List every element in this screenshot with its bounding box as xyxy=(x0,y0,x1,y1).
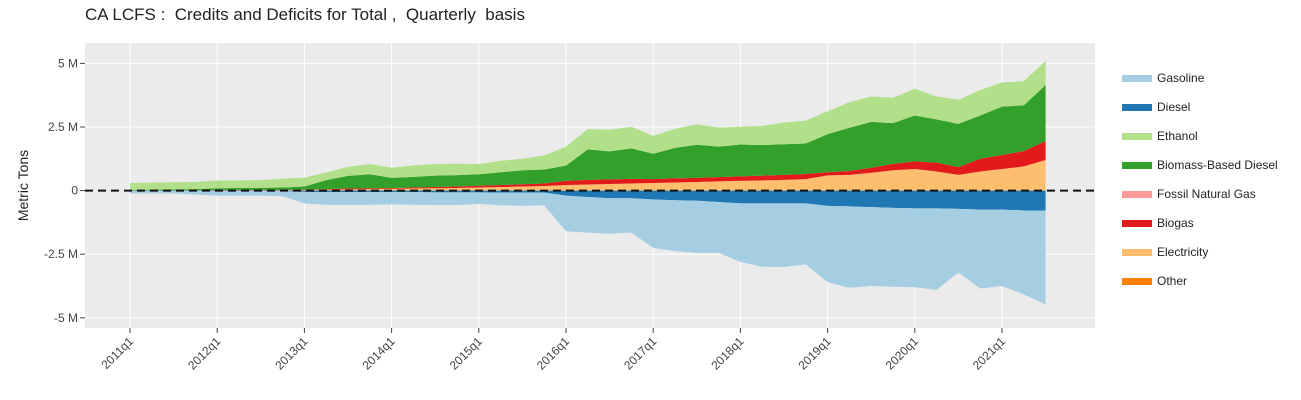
legend-swatch-fossil-natural-gas xyxy=(1122,191,1152,198)
legend: Gasoline Diesel Ethanol Biomass-Based Diese… xyxy=(1122,71,1278,288)
y-tick-label: 0 xyxy=(71,184,78,198)
legend-label-gasoline: Gasoline xyxy=(1157,71,1205,85)
legend-swatch-electricity xyxy=(1122,249,1152,256)
x-tick-label: 2015q1 xyxy=(447,334,485,372)
legend-swatch-gasoline xyxy=(1122,75,1152,82)
y-tick-label: 2.5 M xyxy=(48,120,78,134)
y-tick-label: -2.5 M xyxy=(44,247,78,261)
area-series xyxy=(130,60,1046,305)
legend-label-ethanol: Ethanol xyxy=(1157,129,1198,143)
y-tick-label: 5 M xyxy=(58,56,78,70)
legend-label-fossil-natural-gas: Fossil Natural Gas xyxy=(1157,187,1256,201)
x-axis: 2011q1 2012q1 2013q1 2014q1 2015q1 2016q1 2017… xyxy=(99,328,1008,372)
legend-swatch-diesel xyxy=(1122,104,1152,111)
area-biomass-based-diesel xyxy=(130,84,1046,191)
legend-label-electricity: Electricity xyxy=(1157,245,1208,259)
legend-swatch-biomass-based-diesel xyxy=(1122,162,1152,169)
x-tick-label: 2018q1 xyxy=(708,334,746,372)
x-tick-label: 2017q1 xyxy=(621,334,659,372)
x-tick-label: 2016q1 xyxy=(534,334,572,372)
legend-label-biomass-based-diesel: Biomass-Based Diesel xyxy=(1157,158,1278,172)
x-tick-label: 2013q1 xyxy=(272,334,310,372)
chart-title: CA LCFS : Credits and Deficits for Total… xyxy=(85,5,525,24)
legend-swatch-biogas xyxy=(1122,220,1152,227)
legend-label-other: Other xyxy=(1157,274,1187,288)
legend-swatch-ethanol xyxy=(1122,133,1152,140)
x-tick-label: 2019q1 xyxy=(796,334,834,372)
x-tick-label: 2021q1 xyxy=(970,334,1008,372)
legend-swatch-other xyxy=(1122,278,1152,285)
x-tick-label: 2011q1 xyxy=(99,334,137,372)
area-electricity xyxy=(130,160,1046,191)
y-tick-label: -5 M xyxy=(54,311,78,325)
area-biogas xyxy=(130,140,1046,191)
x-tick-label: 2020q1 xyxy=(883,334,921,372)
legend-label-biogas: Biogas xyxy=(1157,216,1194,230)
x-tick-label: 2014q1 xyxy=(360,334,398,372)
x-tick-label: 2012q1 xyxy=(185,334,223,372)
area-gasoline xyxy=(130,190,1046,305)
y-axis-label: Metric Tons xyxy=(15,150,31,221)
y-axis: 5 M 2.5 M 0 -2.5 M -5 M xyxy=(44,56,85,325)
area-diesel xyxy=(130,190,1046,211)
legend-label-diesel: Diesel xyxy=(1157,100,1190,114)
